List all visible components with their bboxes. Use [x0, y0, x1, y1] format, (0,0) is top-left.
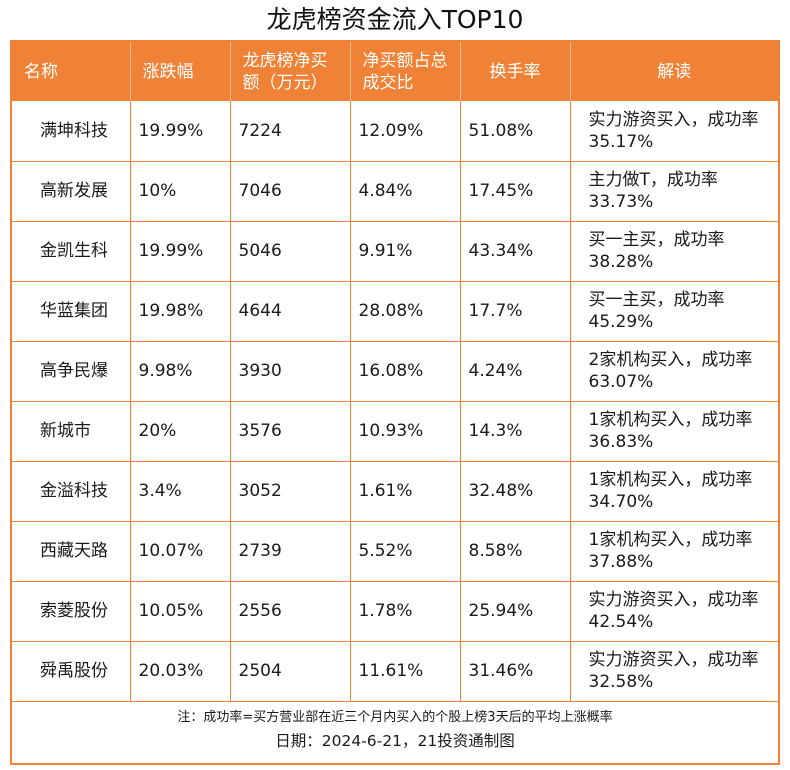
cell-change: 19.99% — [130, 221, 231, 282]
cell-turnover: 43.34% — [460, 221, 571, 282]
cell-ratio: 1.78% — [350, 581, 461, 642]
table-row: 满坤科技 19.99% 7224 12.09% 51.08% 实力游资买入，成功率35.1… — [12, 101, 778, 162]
cell-ratio: 4.84% — [350, 161, 461, 222]
cell-net-buy: 3052 — [230, 461, 351, 522]
cell-note: 1家机构买入，成功率36.83% — [570, 401, 778, 462]
cell-turnover: 17.7% — [460, 281, 571, 342]
cell-turnover: 4.24% — [460, 341, 571, 402]
cell-note: 1家机构买入，成功率34.70% — [570, 461, 778, 522]
cell-ratio: 12.09% — [350, 101, 461, 162]
cell-turnover: 17.45% — [460, 161, 571, 222]
cell-name: 高争民爆 — [12, 341, 131, 402]
cell-turnover: 25.94% — [460, 581, 571, 642]
cell-change: 10% — [130, 161, 231, 222]
cell-name: 满坤科技 — [12, 101, 131, 162]
header-change: 涨跌幅 — [130, 42, 231, 101]
cell-net-buy: 3576 — [230, 401, 351, 462]
cell-ratio: 16.08% — [350, 341, 461, 402]
cell-change: 19.99% — [130, 101, 231, 162]
table-row: 高新发展 10% 7046 4.84% 17.45% 主力做T，成功率33.73% — [12, 161, 778, 222]
footer: 注：成功率=买方营业部在近三个月内买入的个股上榜3天后的平均上涨概率 日期：20… — [12, 699, 778, 763]
cell-turnover: 14.3% — [460, 401, 571, 462]
cell-net-buy: 7046 — [230, 161, 351, 222]
header-ratio: 净买额占总成交比 — [350, 42, 461, 101]
cell-ratio: 9.91% — [350, 221, 461, 282]
cell-note: 主力做T，成功率33.73% — [570, 161, 778, 222]
table-row: 舜禹股份 20.03% 2504 11.61% 31.46% 实力游资买入，成功率32.5… — [12, 641, 778, 702]
cell-ratio: 1.61% — [350, 461, 461, 522]
cell-note: 实力游资买入，成功率42.54% — [570, 581, 778, 642]
table-row: 西藏天路 10.07% 2739 5.52% 8.58% 1家机构买入，成功率37.88% — [12, 521, 778, 582]
table-row: 索菱股份 10.05% 2556 1.78% 25.94% 实力游资买入，成功率42.54… — [12, 581, 778, 642]
cell-note: 买一主买，成功率45.29% — [570, 281, 778, 342]
table-header-row: 名称 涨跌幅 龙虎榜净买额（万元） 净买额占总成交比 换手率 解读 — [12, 42, 778, 101]
header-note: 解读 — [570, 42, 778, 101]
cell-note: 买一主买，成功率38.28% — [570, 221, 778, 282]
page-title: 龙虎榜资金流入TOP10 — [266, 5, 524, 34]
cell-net-buy: 3930 — [230, 341, 351, 402]
table-row: 高争民爆 9.98% 3930 16.08% 4.24% 2家机构买入，成功率63.07% — [12, 341, 778, 402]
cell-ratio: 11.61% — [350, 641, 461, 702]
cell-net-buy: 5046 — [230, 221, 351, 282]
cell-ratio: 5.52% — [350, 521, 461, 582]
cell-change: 3.4% — [130, 461, 231, 522]
cell-name: 舜禹股份 — [12, 641, 131, 702]
date-line: 日期：2024-6-21，21投资通制图 — [275, 732, 515, 750]
footnote: 注：成功率=买方营业部在近三个月内买入的个股上榜3天后的平均上涨概率 — [177, 710, 613, 725]
cell-note: 1家机构买入，成功率37.88% — [570, 521, 778, 582]
cell-name: 金凯生科 — [12, 221, 131, 282]
cell-net-buy: 7224 — [230, 101, 351, 162]
cell-net-buy: 2739 — [230, 521, 351, 582]
header-net-buy: 龙虎榜净买额（万元） — [230, 42, 351, 101]
table-row: 华蓝集团 19.98% 4644 28.08% 17.7% 买一主买，成功率45.29% — [12, 281, 778, 342]
header-turnover: 换手率 — [460, 42, 571, 101]
cell-net-buy: 4644 — [230, 281, 351, 342]
cell-ratio: 28.08% — [350, 281, 461, 342]
cell-note: 实力游资买入，成功率35.17% — [570, 101, 778, 162]
data-table-container: 名称 涨跌幅 龙虎榜净买额（万元） 净买额占总成交比 换手率 解读 满坤科技 19… — [10, 40, 780, 765]
cell-change: 9.98% — [130, 341, 231, 402]
cell-turnover: 32.48% — [460, 461, 571, 522]
cell-note: 实力游资买入，成功率32.58% — [570, 641, 778, 702]
cell-name: 索菱股份 — [12, 581, 131, 642]
cell-change: 20.03% — [130, 641, 231, 702]
header-name: 名称 — [12, 42, 131, 101]
table-row: 金溢科技 3.4% 3052 1.61% 32.48% 1家机构买入，成功率34.70% — [12, 461, 778, 522]
cell-change: 10.05% — [130, 581, 231, 642]
cell-change: 10.07% — [130, 521, 231, 582]
table-row: 金凯生科 19.99% 5046 9.91% 43.34% 买一主买，成功率38.28% — [12, 221, 778, 282]
cell-net-buy: 2556 — [230, 581, 351, 642]
cell-name: 华蓝集团 — [12, 281, 131, 342]
cell-change: 19.98% — [130, 281, 231, 342]
cell-note: 2家机构买入，成功率63.07% — [570, 341, 778, 402]
table-body: 满坤科技 19.99% 7224 12.09% 51.08% 实力游资买入，成功率35.1… — [12, 101, 778, 702]
cell-name: 金溢科技 — [12, 461, 131, 522]
cell-change: 20% — [130, 401, 231, 462]
cell-turnover: 51.08% — [460, 101, 571, 162]
cell-name: 高新发展 — [12, 161, 131, 222]
cell-ratio: 10.93% — [350, 401, 461, 462]
cell-turnover: 8.58% — [460, 521, 571, 582]
cell-name: 西藏天路 — [12, 521, 131, 582]
cell-name: 新城市 — [12, 401, 131, 462]
cell-turnover: 31.46% — [460, 641, 571, 702]
table-row: 新城市 20% 3576 10.93% 14.3% 1家机构买入，成功率36.83% — [12, 401, 778, 462]
cell-net-buy: 2504 — [230, 641, 351, 702]
data-table: 名称 涨跌幅 龙虎榜净买额（万元） 净买额占总成交比 换手率 解读 满坤科技 19… — [12, 42, 778, 702]
